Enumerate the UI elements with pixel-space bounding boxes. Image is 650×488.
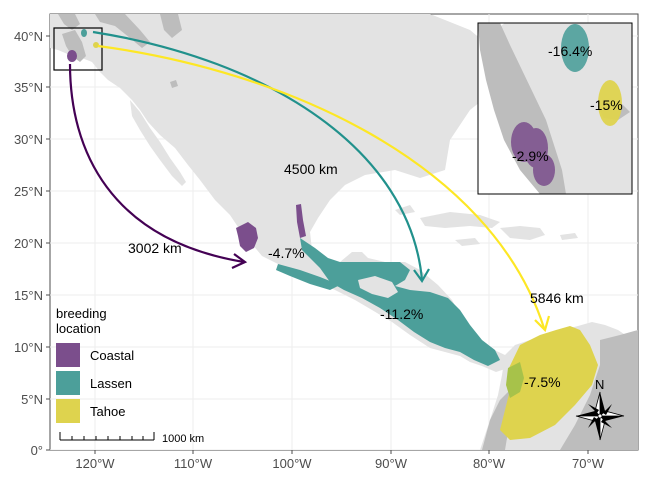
inset-tahoe-range xyxy=(598,80,622,126)
coastal-winter-change: -4.7% xyxy=(268,245,305,261)
scale-bar-label: 1000 km xyxy=(162,433,204,445)
x-tick-label: 70°W xyxy=(572,456,605,471)
inset-coastal-range xyxy=(511,122,555,186)
scale-bar xyxy=(59,432,155,441)
tahoe-arrow-head xyxy=(534,315,551,333)
y-axis: 0° 5°N 10°N 15°N 20°N 25°N 30°N 35°N 40°… xyxy=(14,29,50,458)
legend: breeding location Coastal Lassen Tahoe xyxy=(56,306,134,423)
x-tick-label: 120°W xyxy=(75,456,115,471)
legend-swatch-tahoe xyxy=(56,399,80,423)
legend-title-line1: breeding xyxy=(56,306,107,321)
y-tick-label: 0° xyxy=(31,443,43,458)
lassen-migration-arrow[interactable] xyxy=(92,30,424,281)
lassen-winter-range xyxy=(276,238,500,366)
tahoe-migration-arrow[interactable] xyxy=(97,44,546,329)
y-tick-label: 20°N xyxy=(14,236,43,251)
coastal-migration-arrow[interactable] xyxy=(68,63,245,264)
baja-california-land xyxy=(130,100,186,186)
lassen-winter-change: -11.2% xyxy=(380,306,423,322)
legend-label-coastal: Coastal xyxy=(90,348,134,363)
legend-label-lassen: Lassen xyxy=(90,376,132,391)
inset-extent-box xyxy=(53,27,103,71)
caribbean-islands xyxy=(395,205,578,246)
x-tick-label: 90°W xyxy=(375,456,408,471)
tahoe-winter-change: -7.5% xyxy=(524,374,561,390)
x-tick-label: 100°W xyxy=(272,456,312,471)
y-tick-label: 30°N xyxy=(14,132,43,147)
lassen-distance-label: 4500 km xyxy=(284,161,338,177)
legend-title-line2: location xyxy=(56,321,101,336)
inset-lassen-change: -16.4% xyxy=(548,43,592,59)
tahoe-distance-label: 5846 km xyxy=(530,290,584,306)
y-tick-label: 40°N xyxy=(14,29,43,44)
y-tick-label: 10°N xyxy=(14,340,43,355)
south-america-shade xyxy=(560,330,638,450)
inset-lassen-range xyxy=(561,24,589,72)
legend-label-tahoe: Tahoe xyxy=(90,404,125,419)
coastal-arrow-head xyxy=(231,253,248,269)
legend-swatch-coastal xyxy=(56,343,80,367)
y-tick-label: 15°N xyxy=(14,288,43,303)
winter-lake xyxy=(358,276,398,298)
y-tick-label: 5°N xyxy=(21,392,43,407)
lassen-arrow-head xyxy=(413,268,430,284)
north-arrow-label: N xyxy=(595,377,604,392)
legend-swatch-lassen xyxy=(56,371,80,395)
coastal-winter-range xyxy=(236,204,306,252)
north-arrow-compass xyxy=(575,391,625,441)
x-tick-label: 110°W xyxy=(174,456,213,471)
coastal-distance-label: 3002 km xyxy=(128,240,182,256)
x-axis: 120°W 110°W 100°W 90°W 80°W 70°W xyxy=(75,450,605,471)
tahoe-winter-range xyxy=(500,326,598,440)
y-tick-label: 25°N xyxy=(14,184,43,199)
inset-tahoe-change: -15% xyxy=(590,97,623,113)
inset-map: -16.4% -15% -2.9% xyxy=(477,22,633,195)
inset-coastal-change: -2.9% xyxy=(512,148,549,164)
y-tick-label: 35°N xyxy=(14,80,43,95)
inset-border xyxy=(477,22,633,195)
x-tick-label: 80°W xyxy=(473,456,506,471)
breeding-ranges-main xyxy=(67,29,99,62)
range-overlap xyxy=(506,362,524,398)
